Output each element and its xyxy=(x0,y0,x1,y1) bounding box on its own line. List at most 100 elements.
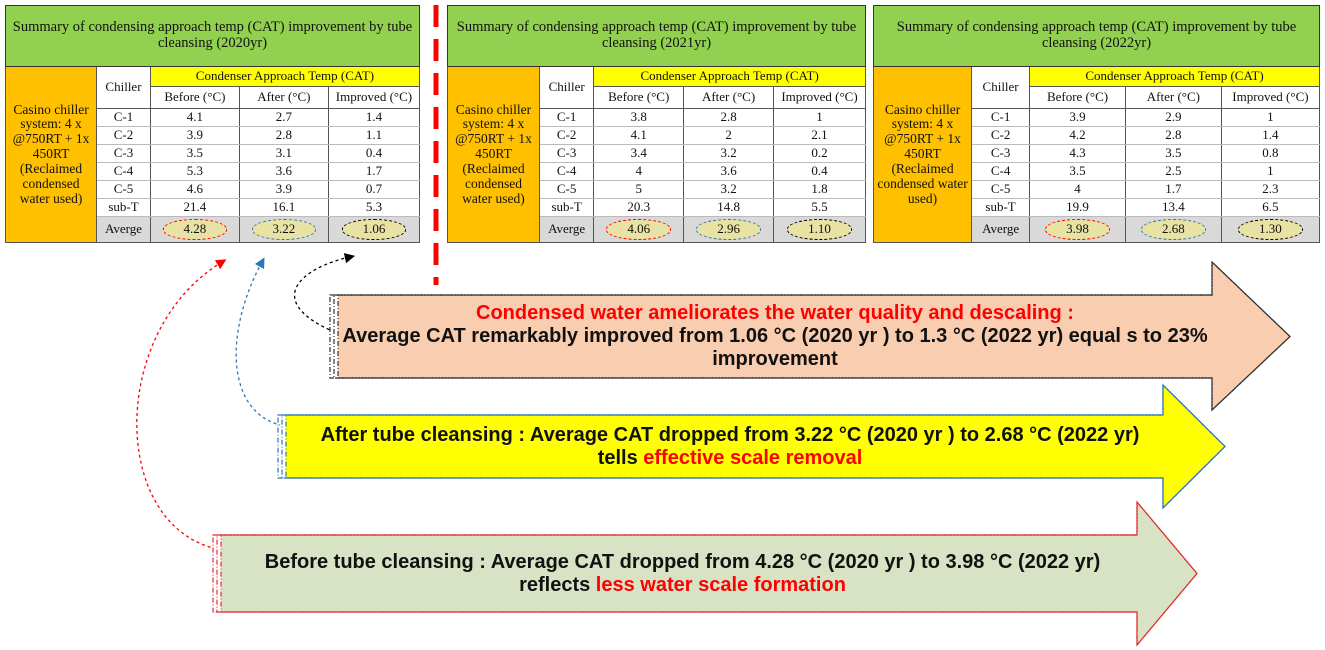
cell: 3.6 xyxy=(683,162,774,181)
summary-table: Summary of condensing approach temp (CAT… xyxy=(447,5,866,243)
cell: 14.8 xyxy=(683,198,774,217)
cell: 0.4 xyxy=(327,144,421,163)
data-row: C-4 5.3 3.6 1.7 xyxy=(6,162,421,181)
column-header: Improved (°C) xyxy=(327,86,421,109)
average-value: 1.06 xyxy=(341,219,407,240)
arrow-highlight: less water scale formation xyxy=(595,573,846,596)
average-row: Averge 3.98 2.68 1.30 xyxy=(874,216,1321,243)
data-row: C-5 4.6 3.9 0.7 xyxy=(6,180,421,199)
table-title: Summary of condensing approach temp (CAT… xyxy=(873,5,1320,67)
arrow-text: Condensed water ameliorates the water qu… xyxy=(340,293,1210,379)
average-value: 2.68 xyxy=(1141,219,1206,240)
cell: 5 xyxy=(593,180,685,199)
average-cell: 2.68 xyxy=(1124,216,1222,243)
average-cell: 3.98 xyxy=(1029,216,1126,243)
summary-table: Summary of condensing approach temp (CAT… xyxy=(872,5,1321,243)
data-row: C-1 3.8 2.8 1 xyxy=(448,108,866,127)
cell: 3.6 xyxy=(238,162,329,181)
cell: 4.3 xyxy=(1029,144,1126,163)
column-row: Before (°C) After (°C) Improved (°C) xyxy=(874,86,1321,109)
cell: C-2 xyxy=(96,126,151,145)
group-header: Condenser Approach Temp (CAT) xyxy=(1029,66,1320,87)
column-header: Before (°C) xyxy=(593,86,685,109)
cell: 3.5 xyxy=(1124,144,1222,163)
cell: C-1 xyxy=(971,108,1031,127)
data-row: C-3 3.5 3.1 0.4 xyxy=(6,144,421,163)
cell: 0.2 xyxy=(773,144,866,163)
cell: 4 xyxy=(1029,180,1126,199)
chiller-header: Chiller xyxy=(96,66,151,109)
cell: C-3 xyxy=(538,144,595,163)
column-header: After (°C) xyxy=(1124,86,1222,109)
average-row: Averge 4.06 2.96 1.10 xyxy=(448,216,866,243)
cell: 2.8 xyxy=(683,108,774,127)
system-cell: Casino chiller system: 4 x @750RT + 1x 4… xyxy=(872,66,973,243)
group-header: Condenser Approach Temp (CAT) xyxy=(149,66,421,87)
data-row: C-1 4.1 2.7 1.4 xyxy=(6,108,421,127)
title-row: Summary of condensing approach temp (CAT… xyxy=(873,5,1320,67)
cell: 3.9 xyxy=(238,180,329,199)
arrow-body: Before tube cleansing : Average CAT drop… xyxy=(264,550,1101,596)
cell: 3.1 xyxy=(238,144,329,163)
chiller-header: Chiller xyxy=(538,66,595,109)
cell: 5.3 xyxy=(327,198,421,217)
cell: sub-T xyxy=(971,198,1031,217)
cell: C-2 xyxy=(538,126,595,145)
cell: sub-T xyxy=(538,198,595,217)
average-label: Averge xyxy=(96,216,151,243)
header-row: Casino chiller system: 4 x @750RT + 1x 4… xyxy=(872,66,1320,243)
cell: sub-T xyxy=(96,198,151,217)
cell: 1 xyxy=(773,108,866,127)
arrow-body: After tube cleansing : Average CAT dropp… xyxy=(320,423,1140,469)
cell: 3.8 xyxy=(593,108,685,127)
cell: 6.5 xyxy=(1220,198,1321,217)
cell: 13.4 xyxy=(1124,198,1222,217)
average-value: 3.98 xyxy=(1045,219,1110,240)
cell: C-5 xyxy=(971,180,1031,199)
column-row: Before (°C) After (°C) Improved (°C) xyxy=(448,86,866,109)
data-row: C-1 3.9 2.9 1 xyxy=(874,108,1321,127)
arrow-shape xyxy=(329,260,1291,412)
cell: 3.9 xyxy=(149,126,240,145)
cell: C-4 xyxy=(96,162,151,181)
column-header: Before (°C) xyxy=(149,86,240,109)
cell: C-2 xyxy=(971,126,1031,145)
average-cell: 3.22 xyxy=(238,216,329,243)
title-row: Summary of condensing approach temp (CAT… xyxy=(447,5,866,67)
table-title: Summary of condensing approach temp (CAT… xyxy=(5,5,420,67)
cell: 0.7 xyxy=(327,180,421,199)
cell: 3.9 xyxy=(1029,108,1126,127)
cell: 1.7 xyxy=(327,162,421,181)
column-header: After (°C) xyxy=(683,86,774,109)
arrow-heading: Condensed water ameliorates the water qu… xyxy=(476,301,1074,324)
average-value: 2.96 xyxy=(696,219,761,240)
column-header: Improved (°C) xyxy=(1220,86,1321,109)
average-value: 1.30 xyxy=(1238,219,1303,240)
chiller-header: Chiller xyxy=(971,66,1031,109)
cell: C-3 xyxy=(96,144,151,163)
cell: 4.1 xyxy=(593,126,685,145)
column-header: Before (°C) xyxy=(1029,86,1126,109)
arrow-highlight: effective scale removal xyxy=(643,446,863,469)
cell: C-3 xyxy=(971,144,1031,163)
cell: 2.3 xyxy=(1220,180,1321,199)
column-row: Before (°C) After (°C) Improved (°C) xyxy=(6,86,421,109)
cell: 2.1 xyxy=(773,126,866,145)
cell: 4 xyxy=(593,162,685,181)
cell: 4.1 xyxy=(149,108,240,127)
cell: 2.9 xyxy=(1124,108,1222,127)
cell: 20.3 xyxy=(593,198,685,217)
cell: C-1 xyxy=(538,108,595,127)
arrow-text: Before tube cleansing : Average CAT drop… xyxy=(235,535,1130,612)
average-row: Averge 4.28 3.22 1.06 xyxy=(6,216,421,243)
column-header: Improved (°C) xyxy=(773,86,866,109)
column-header: After (°C) xyxy=(238,86,329,109)
data-row: C-5 4 1.7 2.3 xyxy=(874,180,1321,199)
arrow-shape xyxy=(212,500,1198,647)
average-cell: 4.06 xyxy=(593,216,685,243)
cell: 5.3 xyxy=(149,162,240,181)
cell: 1.1 xyxy=(327,126,421,145)
average-cell: 1.30 xyxy=(1220,216,1321,243)
header-row: Casino chiller system: 4 x @750RT + 1x 4… xyxy=(4,66,421,243)
